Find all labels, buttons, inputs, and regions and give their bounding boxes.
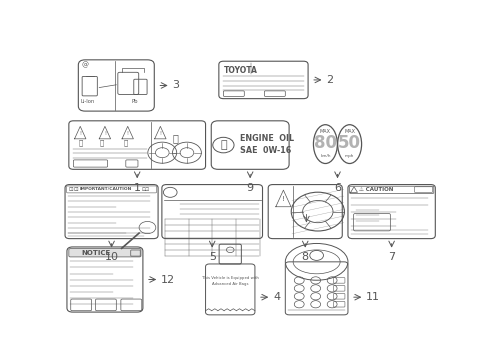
Text: !: ! xyxy=(104,131,106,136)
Text: Li-Ion: Li-Ion xyxy=(80,99,95,104)
Text: 6: 6 xyxy=(334,183,341,193)
Text: !: ! xyxy=(159,131,161,136)
Text: MAX: MAX xyxy=(320,129,331,134)
Text: IMPORTANT/CAUTION: IMPORTANT/CAUTION xyxy=(79,187,132,191)
Text: 7: 7 xyxy=(388,252,395,262)
Text: This Vehicle is Equipped with: This Vehicle is Equipped with xyxy=(202,276,259,280)
Text: ⚠ CAUTION: ⚠ CAUTION xyxy=(359,187,394,192)
Text: 💧: 💧 xyxy=(100,139,104,146)
Text: Advanced Air Bags: Advanced Air Bags xyxy=(212,283,248,287)
Text: NOTICE: NOTICE xyxy=(81,250,110,256)
Text: 9: 9 xyxy=(246,183,254,193)
Text: 50: 50 xyxy=(338,134,361,152)
Text: ⊡: ⊡ xyxy=(68,187,73,192)
Text: MAX: MAX xyxy=(344,129,355,134)
Text: 5: 5 xyxy=(209,252,216,262)
Text: 80: 80 xyxy=(314,134,337,152)
Text: 🧍: 🧍 xyxy=(124,139,128,146)
Text: 🛢: 🛢 xyxy=(220,140,227,150)
Text: 3: 3 xyxy=(172,81,179,90)
Text: SAE  0W-16: SAE 0W-16 xyxy=(240,146,291,155)
Text: !: ! xyxy=(282,196,285,202)
Text: 12: 12 xyxy=(161,275,175,284)
Text: 2: 2 xyxy=(326,75,333,85)
Text: 4: 4 xyxy=(273,292,280,302)
FancyBboxPatch shape xyxy=(69,249,141,257)
Text: ⊡: ⊡ xyxy=(74,187,78,192)
Text: @: @ xyxy=(81,62,88,68)
Text: 10: 10 xyxy=(104,252,119,262)
Text: !: ! xyxy=(127,131,129,136)
Text: ENGINE  OIL: ENGINE OIL xyxy=(240,134,294,143)
Text: ⊡⊡: ⊡⊡ xyxy=(142,187,150,192)
Text: TOYOTA: TOYOTA xyxy=(223,66,257,75)
Text: 11: 11 xyxy=(366,292,380,302)
Text: Pb: Pb xyxy=(131,99,138,104)
Text: 8: 8 xyxy=(302,252,309,262)
Text: !: ! xyxy=(79,131,81,136)
Text: mph: mph xyxy=(345,154,354,158)
Text: 🔥: 🔥 xyxy=(78,139,83,146)
Text: km/h: km/h xyxy=(320,154,331,158)
Text: 📖: 📖 xyxy=(172,134,178,144)
Text: 1: 1 xyxy=(134,183,141,193)
